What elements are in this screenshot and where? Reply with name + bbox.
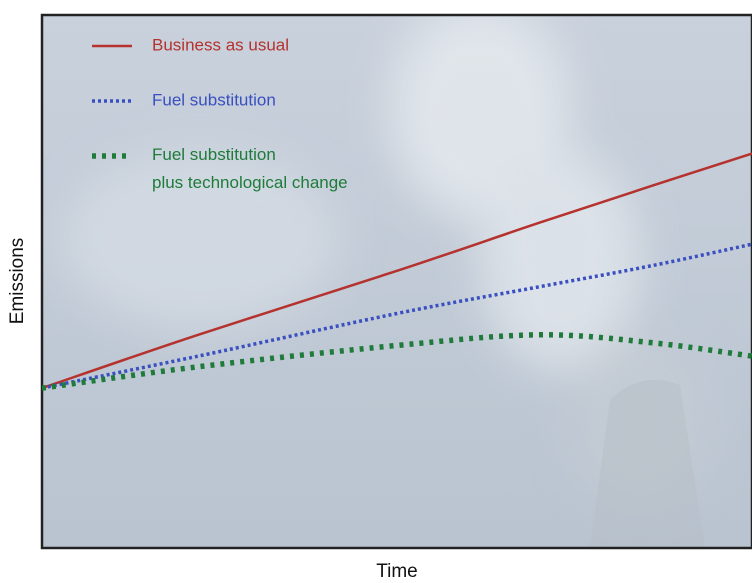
- background-photo: [42, 15, 752, 548]
- series-line: [42, 152, 752, 390]
- series-line: [42, 242, 752, 390]
- legend-label: Fuel substitution: [152, 90, 276, 109]
- legend-label: Fuel substitution plus technological chan…: [152, 145, 348, 192]
- legend-label: Business as usual: [152, 35, 289, 54]
- plot-lines: [42, 152, 752, 391]
- y-axis-label: Emissions: [7, 238, 28, 325]
- x-axis-label: Time: [376, 561, 418, 582]
- plot-frame: [40, 13, 752, 550]
